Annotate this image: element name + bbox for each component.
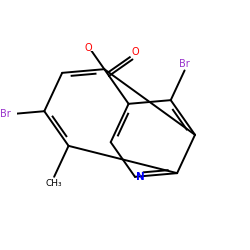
Text: CH₃: CH₃ xyxy=(46,179,62,188)
Text: CH₃: CH₃ xyxy=(87,0,104,1)
Text: O: O xyxy=(132,48,139,58)
Text: Br: Br xyxy=(0,109,10,119)
Text: Br: Br xyxy=(179,59,190,69)
Text: O: O xyxy=(84,43,92,53)
Text: N: N xyxy=(136,172,145,182)
